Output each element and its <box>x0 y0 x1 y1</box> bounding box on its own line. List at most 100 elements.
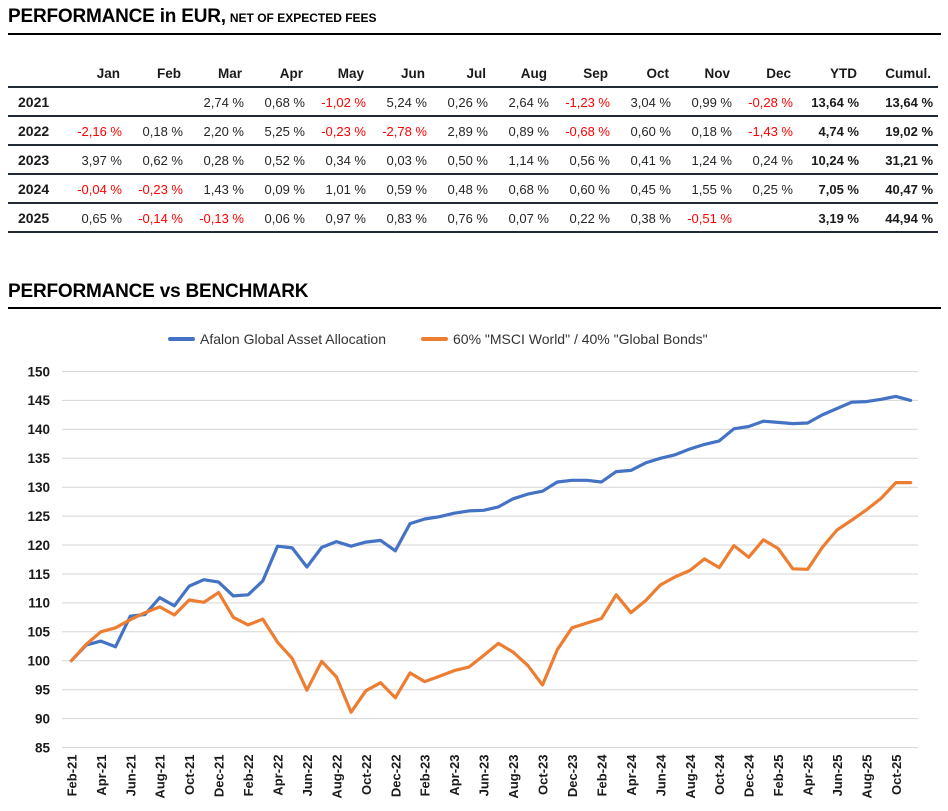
monthly-return-cell: 2,64 % <box>493 87 554 117</box>
monthly-return-cell: 2,20 % <box>188 116 249 146</box>
x-axis-tick-label: Dec-24 <box>742 754 757 797</box>
series-line-benchmark <box>69 480 913 714</box>
monthly-return-cell: 0,48 % <box>432 174 493 204</box>
x-axis-tick-label: Oct-25 <box>889 755 904 795</box>
x-axis-tick-label: Dec-22 <box>388 755 403 798</box>
monthly-return-cell: 0,06 % <box>249 203 310 233</box>
y-axis-tick-label: 100 <box>27 654 50 669</box>
y-axis-tick-label: 105 <box>27 625 50 640</box>
x-axis-tick-label: Feb-23 <box>418 755 433 797</box>
x-axis-tick-label: Aug-25 <box>860 755 875 799</box>
cumulative-cell: 31,21 % <box>864 145 938 175</box>
column-header-jun: Jun <box>371 60 432 88</box>
year-column-header <box>8 60 66 88</box>
monthly-return-cell: 0,22 % <box>554 203 615 233</box>
x-axis-tick-label: Apr-25 <box>801 755 816 796</box>
column-header-sep: Sep <box>554 60 615 88</box>
monthly-return-cell: -2,78 % <box>371 116 432 146</box>
table-row-2023: 2023 3,97 % 0,62 % 0,28 % 0,52 % 0,34 % 0,03 %… <box>8 145 938 175</box>
monthly-return-cell: -1,23 % <box>554 87 615 117</box>
monthly-return-cell: 5,25 % <box>249 116 310 146</box>
column-header-jul: Jul <box>432 60 493 88</box>
monthly-return-cell: -0,68 % <box>554 116 615 146</box>
x-axis-tick-label: Jun-24 <box>653 754 668 797</box>
monthly-return-cell: -0,23 % <box>127 174 188 204</box>
monthly-return-cell <box>737 203 798 233</box>
cumulative-cell: 44,94 % <box>864 203 938 233</box>
x-axis-tick-label: Aug-22 <box>329 755 344 799</box>
column-header-apr: Apr <box>249 60 310 88</box>
column-header-jan: Jan <box>66 60 127 88</box>
page-title: PERFORMANCE in EUR, <box>8 6 226 27</box>
monthly-return-cell: 0,24 % <box>737 145 798 175</box>
column-header-cumul: Cumul. <box>864 60 938 88</box>
x-axis-tick-label: Feb-24 <box>594 754 609 797</box>
column-header-nov: Nov <box>676 60 737 88</box>
y-axis-tick-label: 150 <box>27 364 50 379</box>
ytd-cell: 7,05 % <box>798 174 864 204</box>
monthly-return-cell: 2,89 % <box>432 116 493 146</box>
monthly-return-cell: 0,07 % <box>493 203 554 233</box>
table-header-row: Jan Feb Mar Apr May Jun Jul Aug Sep Oct Nov Dec YTD C… <box>8 60 938 88</box>
legend-item-benchmark: 60% "MSCI World" / 40% "Global Bonds" <box>421 331 708 347</box>
x-axis-tick-label: Jun-21 <box>123 755 138 797</box>
x-axis-tick-label: Aug-23 <box>506 755 521 799</box>
monthly-return-cell: 0,28 % <box>188 145 249 175</box>
monthly-return-cell: 1,01 % <box>310 174 371 204</box>
y-axis-tick-label: 95 <box>35 683 51 698</box>
ytd-cell: 10,24 % <box>798 145 864 175</box>
legend-label-fund: Afalon Global Asset Allocation <box>200 331 387 347</box>
x-axis-tick-label: Jun-25 <box>830 755 845 797</box>
table-row-2025: 2025 0,65 % -0,14 % -0,13 % 0,06 % 0,97 % 0,83… <box>8 203 938 233</box>
cumulative-cell: 40,47 % <box>864 174 938 204</box>
x-axis-tick-label: Apr-21 <box>94 755 109 796</box>
monthly-return-cell: -0,23 % <box>310 116 371 146</box>
monthly-return-cell: 0,26 % <box>432 87 493 117</box>
monthly-return-cell: -0,51 % <box>676 203 737 233</box>
x-axis-tick-label: Aug-24 <box>683 754 698 799</box>
chart-legend: Afalon Global Asset Allocation 60% "MSCI… <box>168 331 708 347</box>
column-header-aug: Aug <box>493 60 554 88</box>
x-axis-tick-label: Apr-23 <box>447 755 462 796</box>
monthly-return-cell: 0,18 % <box>676 116 737 146</box>
table-row-2024: 2024 -0,04 % -0,23 % 1,43 % 0,09 % 1,01 % 0,59… <box>8 174 938 204</box>
x-axis-tick-label: Apr-24 <box>624 754 639 796</box>
monthly-return-cell: -0,04 % <box>66 174 127 204</box>
column-header-ytd: YTD <box>798 60 864 88</box>
monthly-performance-table: Jan Feb Mar Apr May Jun Jul Aug Sep Oct Nov Dec YTD C… <box>8 60 938 233</box>
y-axis-tick-label: 145 <box>27 393 50 408</box>
monthly-return-cell: 0,62 % <box>127 145 188 175</box>
y-axis-tick-label: 120 <box>27 538 50 553</box>
monthly-return-cell: 0,60 % <box>615 116 676 146</box>
y-axis-tick-label: 90 <box>35 711 50 726</box>
monthly-return-cell: 2,74 % <box>188 87 249 117</box>
column-header-feb: Feb <box>127 60 188 88</box>
monthly-return-cell: 0,68 % <box>249 87 310 117</box>
cumulative-cell: 13,64 % <box>864 87 938 117</box>
table-row-2021: 2021 2,74 % 0,68 % -1,02 % 5,24 % 0,26 % 2,64 … <box>8 87 938 117</box>
chart-title-divider <box>8 307 941 309</box>
x-axis-tick-label: Jun-23 <box>477 755 492 797</box>
column-header-dec: Dec <box>737 60 798 88</box>
title-divider <box>8 33 941 35</box>
x-axis-tick-label: Oct-21 <box>182 755 197 795</box>
performance-table-container: Jan Feb Mar Apr May Jun Jul Aug Sep Oct Nov Dec YTD C… <box>8 60 938 233</box>
benchmark-line-swatch-icon <box>421 337 449 341</box>
monthly-return-cell: 3,97 % <box>66 145 127 175</box>
y-axis-tick-label: 135 <box>27 451 50 466</box>
monthly-return-cell: 0,03 % <box>371 145 432 175</box>
ytd-cell: 13,64 % <box>798 87 864 117</box>
x-axis-tick-label: Aug-21 <box>153 755 168 799</box>
y-axis-tick-label: 110 <box>28 596 50 611</box>
y-axis-tick-label: 115 <box>28 567 50 582</box>
performance-section-title: PERFORMANCE in EUR, NET OF EXPECTED FEES <box>8 6 377 28</box>
x-axis-tick-label: Oct-23 <box>536 755 551 795</box>
column-header-oct: Oct <box>615 60 676 88</box>
series-line-fund <box>69 394 913 663</box>
monthly-return-cell: -1,02 % <box>310 87 371 117</box>
monthly-return-cell: 1,14 % <box>493 145 554 175</box>
x-axis-tick-label: Feb-21 <box>64 755 79 797</box>
monthly-return-cell: 0,45 % <box>615 174 676 204</box>
x-axis-tick-label: Oct-24 <box>712 754 727 795</box>
